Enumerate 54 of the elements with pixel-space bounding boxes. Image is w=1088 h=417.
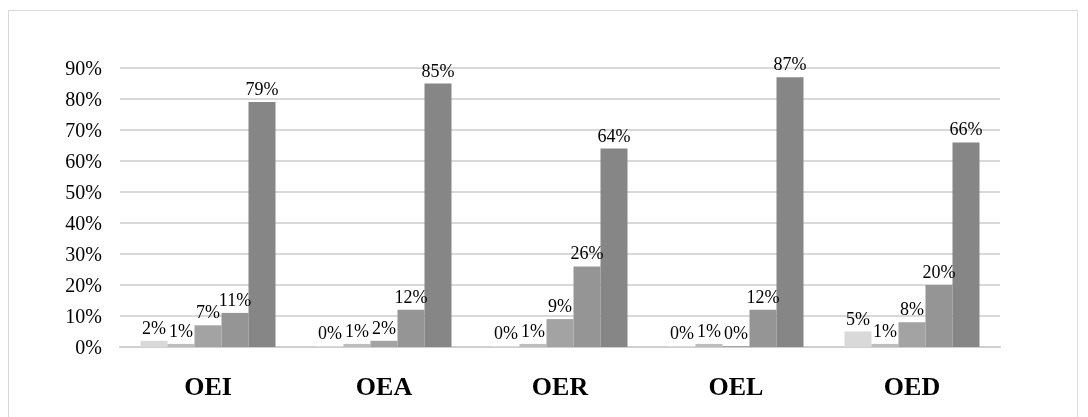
bar bbox=[167, 343, 195, 347]
bar bbox=[871, 343, 899, 347]
y-tick-label: 70% bbox=[65, 119, 102, 141]
y-tick-label: 40% bbox=[65, 212, 102, 234]
data-label: 5% bbox=[846, 308, 870, 329]
y-tick-label: 0% bbox=[75, 336, 102, 358]
x-tick-label: OER bbox=[531, 371, 589, 401]
data-label: 2% bbox=[142, 317, 166, 338]
bar bbox=[343, 343, 371, 347]
data-label: 12% bbox=[394, 286, 428, 307]
bar bbox=[221, 312, 249, 347]
data-label: 66% bbox=[949, 119, 983, 140]
data-label: 1% bbox=[169, 320, 193, 341]
y-tick-label: 50% bbox=[65, 181, 102, 203]
bar bbox=[397, 309, 425, 347]
bar bbox=[519, 343, 547, 347]
data-label: 20% bbox=[922, 262, 956, 282]
y-tick-label: 20% bbox=[65, 274, 102, 296]
data-label: 1% bbox=[521, 320, 545, 341]
y-tick-label: 30% bbox=[65, 243, 102, 265]
x-tick-label: OEA bbox=[355, 371, 413, 401]
data-label: 79% bbox=[245, 79, 279, 100]
data-label: 0% bbox=[670, 323, 694, 343]
data-label: 12% bbox=[746, 286, 780, 307]
data-label: 1% bbox=[345, 320, 369, 341]
bar bbox=[194, 325, 222, 347]
x-tick-label: OEL bbox=[708, 371, 764, 401]
bar bbox=[695, 343, 723, 347]
bar bbox=[898, 322, 926, 347]
data-label: 1% bbox=[697, 320, 721, 341]
bar bbox=[573, 266, 601, 347]
y-tick-label: 60% bbox=[65, 150, 102, 172]
data-label: 11% bbox=[218, 289, 252, 310]
bar bbox=[925, 285, 953, 347]
bar bbox=[370, 340, 398, 347]
y-tick-label: 10% bbox=[65, 305, 102, 327]
y-tick-label: 80% bbox=[65, 88, 102, 110]
y-tick-label: 90% bbox=[65, 57, 102, 79]
data-label: 1% bbox=[873, 320, 897, 341]
data-label: 8% bbox=[900, 299, 924, 320]
data-label: 85% bbox=[421, 60, 455, 81]
data-label: 64% bbox=[597, 125, 631, 146]
data-label: 87% bbox=[773, 54, 807, 75]
data-label: 2% bbox=[372, 317, 396, 338]
data-label: 9% bbox=[548, 296, 572, 317]
data-label: 0% bbox=[724, 323, 748, 343]
bar bbox=[749, 309, 777, 347]
bar bbox=[546, 319, 574, 347]
data-label: 26% bbox=[570, 243, 604, 264]
data-label: 7% bbox=[196, 302, 220, 323]
data-label: 0% bbox=[318, 323, 342, 343]
x-tick-label: OEI bbox=[184, 371, 232, 401]
x-tick-label: OED bbox=[883, 371, 941, 401]
data-label: 0% bbox=[494, 323, 518, 343]
